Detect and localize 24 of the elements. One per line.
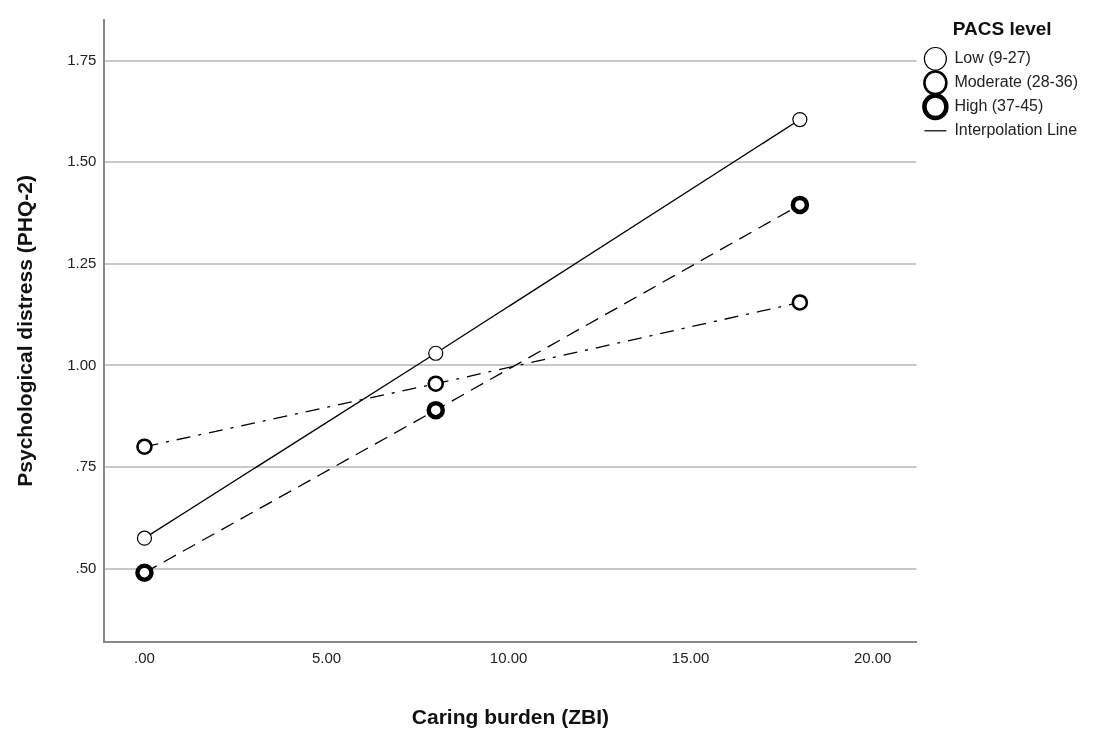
y-tick-label: 1.00 [67,355,97,373]
point [791,294,809,311]
legend-label: Low (9-27) [954,49,1031,67]
legend-label: High (37-45) [954,97,1044,115]
text: Interpolation Line [954,121,1078,139]
y-tick-label: 1.75 [67,50,97,68]
legend-label: Moderate (28-36) [954,73,1079,91]
legend-title: PACS level [952,17,1052,39]
y-tick-label: .75 [75,457,97,475]
x-tick-label: .00 [134,648,155,666]
x-tick-label: 10.00 [489,648,528,666]
point [427,375,445,393]
point [135,563,154,582]
point [136,438,153,456]
x-tick-label: 5.00 [311,648,342,666]
y-tick-label: 1.50 [67,152,97,170]
x-axis-title: Caring burden (ZBI) [411,705,609,729]
y-axis-title: Psychological distress (PHQ-2) [13,175,37,487]
y-tick-label: 1.25 [67,253,97,271]
x-tick-label: 20.00 [853,648,892,666]
x-tick-label: 15.00 [671,648,710,666]
point [426,400,445,420]
y-tick-label: .50 [75,558,97,576]
point [790,195,810,215]
